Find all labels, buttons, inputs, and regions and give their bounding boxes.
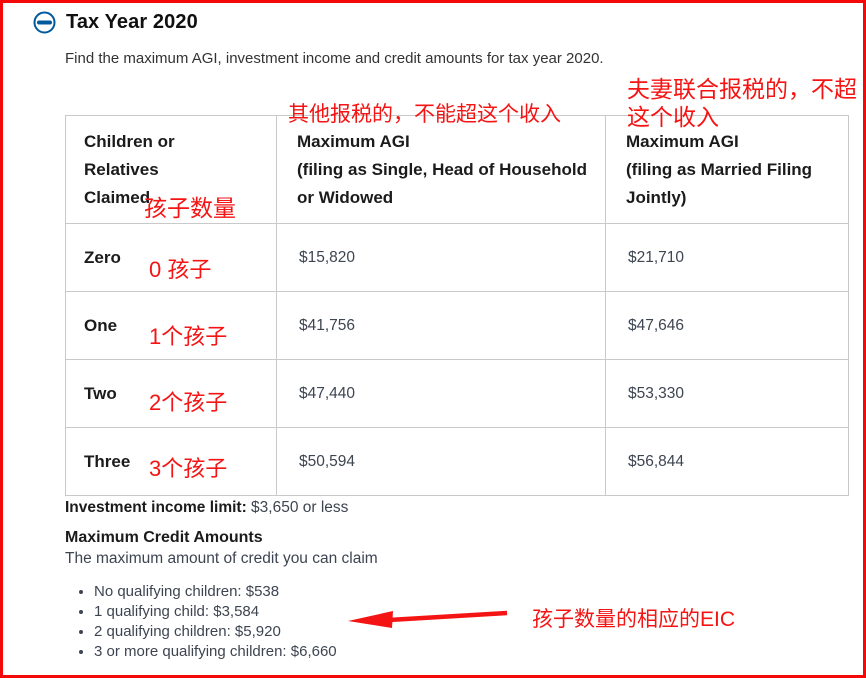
agi-single-value: $41,756 xyxy=(276,291,606,360)
annotation-other-filing-note: 其他报税的，不能超这个收入 xyxy=(288,103,561,126)
agi-single-value: $47,440 xyxy=(276,359,606,428)
row-label: Zero xyxy=(65,223,277,292)
col-header-max-agi-married: Maximum AGI (filing as Married Filing Jo… xyxy=(605,115,849,224)
max-agi-table: Children or Relatives Claimed Maximum AG… xyxy=(65,115,849,496)
row-label: One xyxy=(65,291,277,360)
agi-married-value: $47,646 xyxy=(605,291,849,360)
header-line: Children or Relatives xyxy=(84,131,175,179)
annotation-married-filing-note: 夫妻联合报税的，不超 这个收入 xyxy=(627,75,857,131)
agi-married-value: $56,844 xyxy=(605,427,849,496)
table-row-zero: Zero $15,820 $21,710 xyxy=(65,223,849,292)
table-row-three: Three $50,594 $56,844 xyxy=(65,427,849,496)
annotation-zero-children: 0 孩子 xyxy=(149,257,212,282)
investment-limit-label: Investment income limit: xyxy=(65,499,247,516)
investment-income-limit-line: Investment income limit: $3,650 or less xyxy=(65,499,348,517)
minus-circle-icon[interactable] xyxy=(33,11,56,34)
agi-married-value: $21,710 xyxy=(605,223,849,292)
list-item: 3 or more qualifying children: $6,660 xyxy=(94,642,685,662)
agi-single-value: $50,594 xyxy=(276,427,606,496)
credit-amounts-list: No qualifying children: $538 1 qualifyin… xyxy=(65,582,685,662)
col-header-max-agi-single: Maximum AGI (filing as Single, Head of H… xyxy=(276,115,606,224)
max-credit-amounts-section: Maximum Credit Amounts The maximum amoun… xyxy=(65,529,685,662)
header-line: or Widowed xyxy=(297,187,394,207)
header-line: (filing as Single, Head of Household xyxy=(297,159,587,179)
annotation-one-child: 1个孩子 xyxy=(149,324,228,349)
col-header-children-claimed: Children or Relatives Claimed xyxy=(65,115,277,224)
table-row-one: One $41,756 $47,646 xyxy=(65,291,849,360)
header-line: Claimed xyxy=(84,187,151,207)
accordion-header-tax-year-2020[interactable]: Tax Year 2020 xyxy=(33,11,198,34)
list-item: 1 qualifying child: $3,584 xyxy=(94,602,685,622)
investment-limit-value: $3,650 or less xyxy=(251,499,349,516)
row-label: Two xyxy=(65,359,277,428)
row-label: Three xyxy=(65,427,277,496)
intro-text: Find the maximum AGI, investment income … xyxy=(65,50,604,67)
agi-married-value: $53,330 xyxy=(605,359,849,428)
list-item: 2 qualifying children: $5,920 xyxy=(94,622,685,642)
accordion-title: Tax Year 2020 xyxy=(66,11,198,33)
credits-subheading: The maximum amount of credit you can cla… xyxy=(65,550,378,567)
header-line: Maximum AGI xyxy=(297,131,410,151)
annotation-two-children: 2个孩子 xyxy=(149,390,228,415)
left-arrow-icon xyxy=(348,610,508,628)
annotation-line: 这个收入 xyxy=(627,104,719,130)
header-line: (filing as Married Filing xyxy=(626,159,813,179)
list-item: No qualifying children: $538 xyxy=(94,582,685,602)
agi-single-value: $15,820 xyxy=(276,223,606,292)
header-line: Maximum AGI xyxy=(626,131,739,151)
header-line: Jointly) xyxy=(626,187,687,207)
annotation-eic-note: 孩子数量的相应的EIC xyxy=(532,608,736,631)
annotation-line: 夫妻联合报税的，不超 xyxy=(627,76,857,102)
credits-heading: Maximum Credit Amounts xyxy=(65,529,263,546)
table-row-two: Two $47,440 $53,330 xyxy=(65,359,849,428)
annotation-children-count: 孩子数量 xyxy=(144,195,236,221)
annotation-three-children: 3个孩子 xyxy=(149,456,228,481)
